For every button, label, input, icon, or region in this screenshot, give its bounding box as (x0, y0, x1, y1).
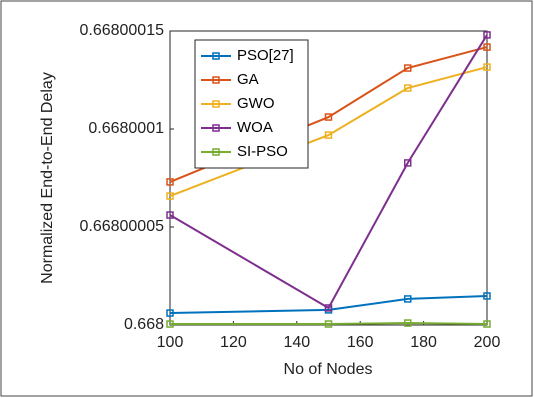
x-tick-label: 100 (157, 334, 184, 351)
legend-label: GWO (237, 95, 275, 112)
point-marker (166, 320, 174, 328)
point-marker (483, 43, 491, 51)
y-tick-label: 0.6680001 (88, 120, 164, 137)
y-tick-label: 0.66800005 (79, 218, 164, 235)
series-line (169, 294, 488, 315)
series-line (169, 34, 488, 310)
point-marker (166, 309, 174, 317)
x-tick-label: 140 (283, 334, 310, 351)
legend-marker (212, 124, 220, 132)
point-marker (324, 131, 333, 139)
x-tick-label: 160 (347, 334, 374, 351)
x-tick-label: 180 (410, 334, 437, 351)
point-marker (483, 31, 491, 39)
point-marker (166, 178, 174, 186)
point-marker (324, 113, 333, 121)
legend-marker (212, 148, 220, 156)
legend-label: WOA (237, 119, 273, 136)
point-marker (166, 192, 174, 200)
y-tick-label: 0.66800015 (79, 22, 164, 39)
x-tick-label: 120 (220, 334, 247, 351)
point-marker (483, 63, 491, 71)
series-line (170, 322, 488, 326)
point-marker (404, 64, 412, 72)
y-axis-label: Normalized End-to-End Delay (39, 72, 56, 284)
point-marker (483, 320, 491, 328)
point-marker (324, 304, 333, 312)
point-marker (404, 295, 412, 303)
x-tick-label: 200 (474, 334, 501, 351)
point-marker (324, 320, 333, 328)
legend-label: GA (237, 71, 259, 88)
point-marker (404, 84, 412, 92)
y-tick-label: 0.668 (124, 316, 164, 333)
legend-label: PSO[27] (237, 47, 294, 64)
point-marker (166, 211, 174, 219)
legend-label: SI-PSO (237, 143, 288, 160)
point-marker (404, 319, 412, 327)
legend-marker (212, 52, 220, 60)
legend-marker (212, 76, 220, 84)
legend-marker (212, 100, 220, 108)
point-marker (483, 292, 491, 300)
x-axis-label: No of Nodes (284, 361, 373, 378)
point-marker (404, 159, 412, 167)
